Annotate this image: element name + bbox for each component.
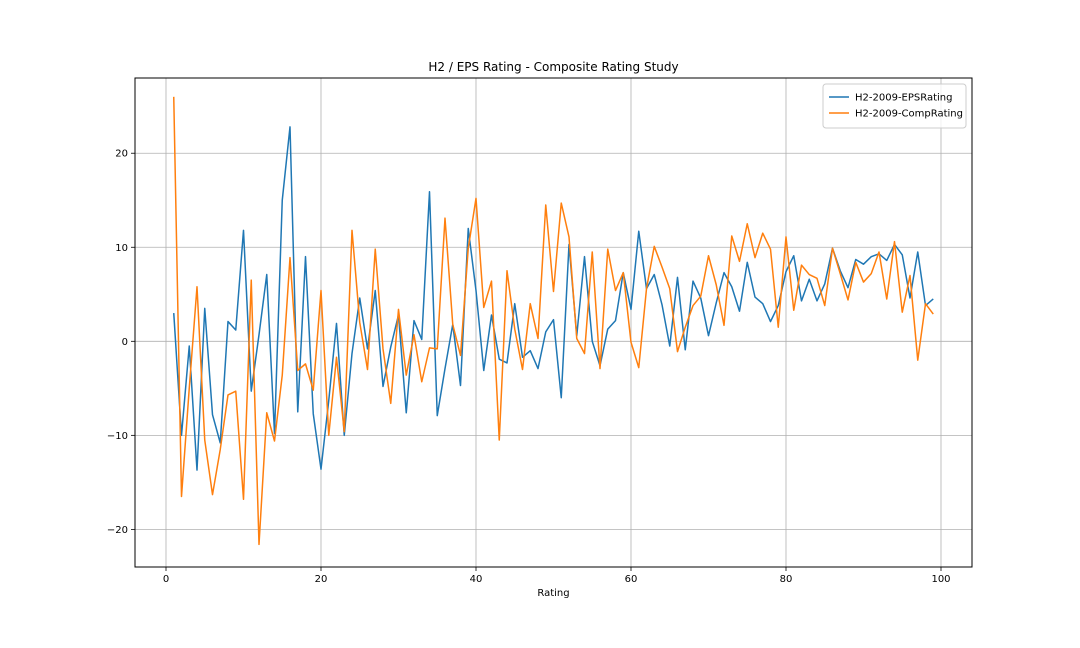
x-tick-label: 60 [625,574,638,585]
x-tick-label: 40 [470,574,483,585]
series-layer [173,96,934,546]
x-axis-label: Rating [537,588,569,599]
series-line-1 [173,126,934,471]
plot-frame [134,77,973,568]
legend-label-2: H2-2009-CompRating [855,109,963,120]
legend-box [822,83,967,129]
x-tick-label: 80 [780,574,793,585]
tick-layer: 0 20 40 60 80 100 −20 −10 0 10 20 [107,149,951,585]
y-tick-label: −20 [107,525,128,536]
x-tick-label: 100 [931,574,950,585]
y-tick-label: 20 [115,149,128,160]
y-tick-label: 0 [122,337,128,348]
x-tick-label: 20 [315,574,328,585]
y-tick-label: −10 [107,431,128,442]
legend-label-1: H2-2009-EPSRating [855,93,953,104]
x-tick-label: 0 [163,574,169,585]
series-line-2 [173,96,934,546]
legend: H2-2009-EPSRating H2-2009-CompRating [822,83,967,129]
y-tick-label: 10 [115,243,128,254]
chart-title: H2 / EPS Rating - Composite Rating Study [428,60,678,74]
